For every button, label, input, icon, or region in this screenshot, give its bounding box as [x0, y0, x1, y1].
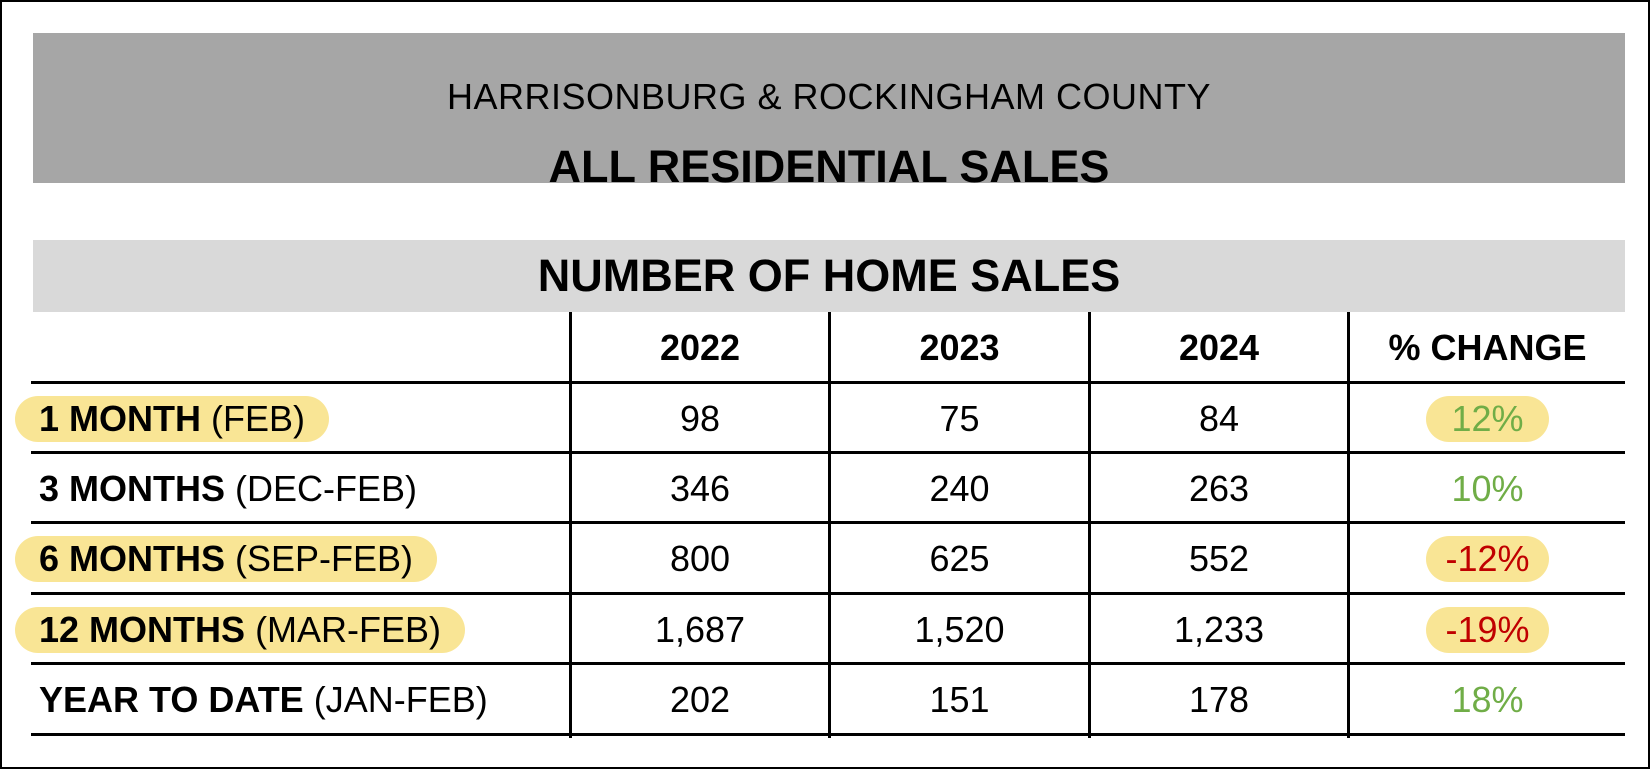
percent-change-cell: 12% — [1426, 396, 1549, 442]
row-range: (MAR-FEB) — [255, 609, 442, 650]
percent-change-cell: 18% — [1451, 679, 1524, 720]
table-cell-2024: 552 — [1188, 538, 1250, 579]
table-cell-2024: 1,233 — [1173, 609, 1265, 650]
table-row: 6 MONTHS (SEP-FEB) 800 625 552 -12% — [2, 524, 1650, 594]
row-divider — [31, 451, 1625, 454]
table-row: 3 MONTHS (DEC-FEB) 346 240 263 10% — [2, 454, 1650, 524]
table-row: 1 MONTH (FEB) 98 75 84 12% — [2, 384, 1650, 454]
row-divider — [31, 733, 1625, 736]
header-banner: HARRISONBURG & ROCKINGHAM COUNTY ALL RES… — [33, 33, 1625, 192]
section-header: NUMBER OF HOME SALES — [33, 240, 1625, 312]
column-header-2024: 2024 — [1178, 327, 1260, 368]
row-range: (DEC-FEB) — [235, 468, 418, 509]
table-row: 12 MONTHS (MAR-FEB) 1,687 1,520 1,233 -19% — [2, 595, 1650, 665]
header-title: ALL RESIDENTIAL SALES — [548, 141, 1110, 192]
row-label: 12 MONTHS (MAR-FEB) — [15, 607, 466, 653]
row-period: 3 MONTHS — [39, 468, 226, 509]
column-divider — [828, 312, 831, 738]
table-cell-2023: 75 — [939, 398, 980, 439]
row-label: 1 MONTH (FEB) — [15, 396, 330, 442]
row-label: YEAR TO DATE (JAN-FEB) — [15, 677, 512, 723]
row-label: 6 MONTHS (SEP-FEB) — [15, 536, 438, 582]
row-range: (SEP-FEB) — [235, 538, 414, 579]
row-divider — [31, 521, 1625, 524]
header-subtitle: HARRISONBURG & ROCKINGHAM COUNTY — [446, 76, 1212, 117]
column-header-2023: 2023 — [919, 327, 1000, 368]
table-cell-2023: 625 — [929, 538, 990, 579]
row-range: (JAN-FEB) — [313, 679, 488, 720]
table-cell-2023: 240 — [929, 468, 990, 509]
table-cell-2023: 151 — [929, 679, 990, 720]
column-divider — [1088, 312, 1091, 738]
section-title: NUMBER OF HOME SALES — [537, 250, 1121, 301]
row-period: 6 MONTHS — [39, 538, 226, 579]
table-cell-2024: 84 — [1198, 398, 1240, 439]
table-row: YEAR TO DATE (JAN-FEB) 202 151 178 18% — [2, 665, 1650, 735]
row-divider — [31, 592, 1625, 595]
row-divider — [31, 381, 1625, 384]
row-divider — [31, 662, 1625, 665]
percent-change-cell: -19% — [1426, 607, 1549, 653]
row-period: 12 MONTHS — [39, 609, 246, 650]
column-header-2022: 2022 — [659, 327, 741, 368]
table-cell-2024: 178 — [1188, 679, 1250, 720]
table-cell-2022: 800 — [669, 538, 731, 579]
column-divider — [1347, 312, 1350, 738]
row-period: YEAR TO DATE — [39, 679, 304, 720]
percent-change-cell: -12% — [1426, 536, 1549, 582]
row-label: 3 MONTHS (DEC-FEB) — [15, 466, 441, 512]
table-cell-2022: 98 — [679, 398, 721, 439]
table-cell-2022: 346 — [669, 468, 731, 509]
row-range: (FEB) — [211, 398, 306, 439]
row-period: 1 MONTH — [39, 398, 201, 439]
table-cell-2023: 1,520 — [914, 609, 1005, 650]
percent-change-cell: 10% — [1451, 468, 1524, 509]
column-divider — [569, 312, 572, 738]
table-cell-2022: 1,687 — [654, 609, 746, 650]
table-cell-2024: 263 — [1188, 468, 1250, 509]
column-header-percent-change: % CHANGE — [1388, 327, 1587, 368]
table-cell-2022: 202 — [669, 679, 731, 720]
